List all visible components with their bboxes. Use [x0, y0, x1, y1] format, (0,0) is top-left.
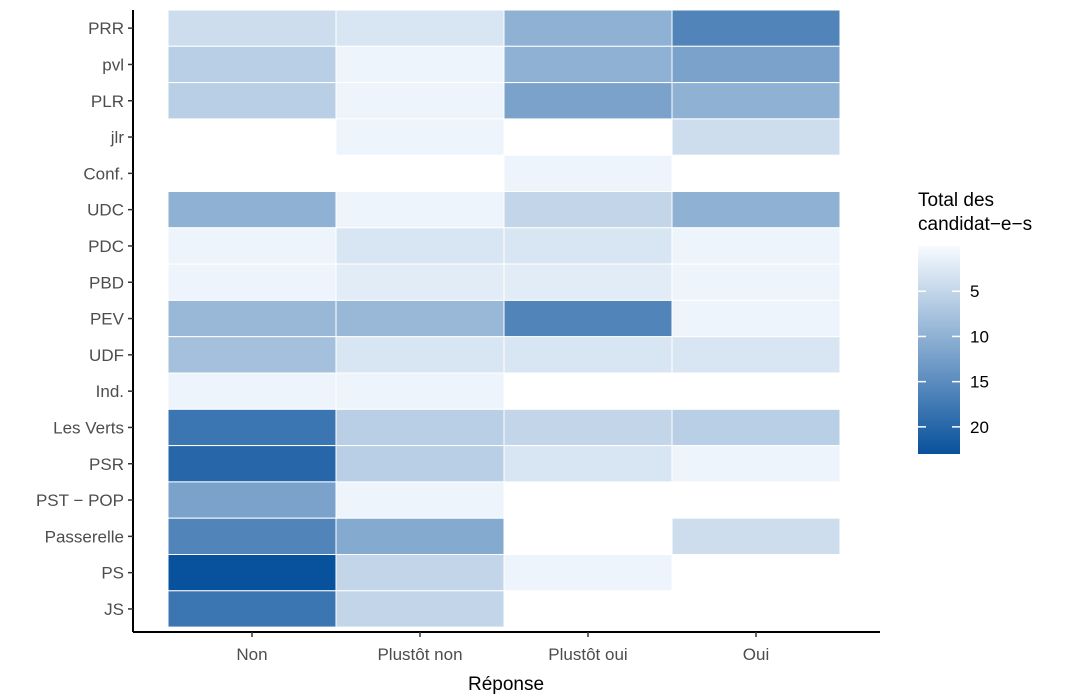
x-ticks: Non Plustôt non Plustôt oui Oui [236, 632, 769, 664]
y-tick-label: Passerelle [45, 527, 124, 546]
y-tick-label: PST − POP [36, 491, 124, 510]
heatmap-cell [503, 408, 673, 447]
heatmap-cell [335, 517, 505, 556]
y-tick-label: pvl [102, 55, 124, 74]
heatmap-cell [503, 227, 673, 265]
heatmap-cell [335, 227, 505, 265]
legend-title: Total des [918, 190, 994, 211]
heatmap-cell [167, 372, 337, 410]
y-tick-label: PRR [88, 19, 124, 38]
heatmap-cell [671, 263, 841, 301]
y-tick-label: PS [101, 564, 124, 583]
heatmap-cell [167, 299, 337, 338]
legend-colorbar [918, 246, 960, 454]
heatmap-cell [335, 118, 505, 156]
heatmap-cell [167, 191, 337, 229]
heatmap-cell [671, 517, 841, 556]
heatmap-cell [335, 263, 505, 301]
heatmap-cell [167, 554, 337, 592]
heatmap-cell [671, 118, 841, 156]
heatmap-cells [167, 9, 841, 628]
legend-label: 15 [970, 373, 989, 392]
y-tick-label: jlr [110, 128, 125, 147]
y-tick-label: JS [104, 600, 124, 619]
heatmap-cell [335, 9, 505, 47]
x-tick-label: Plustôt non [377, 645, 462, 664]
y-tick-label: PDC [88, 237, 124, 256]
x-tick-label: Plustôt oui [548, 645, 627, 664]
legend-label: 20 [970, 418, 989, 437]
heatmap-cell [167, 336, 337, 374]
heatmap-cell [503, 45, 673, 84]
y-tick-label: Conf. [83, 164, 124, 183]
heatmap-cell [671, 227, 841, 265]
heatmap-cell [335, 408, 505, 447]
y-tick-label: PLR [91, 92, 124, 111]
x-tick-label: Non [236, 645, 267, 664]
heatmap-cell [167, 481, 337, 519]
heatmap-cell [335, 45, 505, 84]
y-tick-label: UDC [87, 201, 124, 220]
heatmap-cell [167, 517, 337, 556]
heatmap-cell [167, 408, 337, 447]
heatmap-cell [503, 336, 673, 374]
heatmap-cell [167, 590, 337, 628]
heatmap-cell [671, 9, 841, 47]
heatmap-cell [671, 191, 841, 229]
heatmap-cell [335, 445, 505, 483]
heatmap-cell [671, 299, 841, 338]
y-tick-label: UDF [89, 346, 124, 365]
heatmap-cell [335, 481, 505, 519]
heatmap-cell [335, 554, 505, 592]
y-tick-label: PEV [90, 310, 125, 329]
heatmap-cell [335, 191, 505, 229]
heatmap-cell [671, 45, 841, 84]
heatmap-cell [167, 263, 337, 301]
y-tick-label: Les Verts [53, 418, 124, 437]
heatmap-cell [335, 82, 505, 120]
heatmap-cell [503, 82, 673, 120]
heatmap-cell [671, 408, 841, 447]
heatmap-cell [503, 445, 673, 483]
y-tick-label: Ind. [96, 382, 124, 401]
heatmap-cell [167, 227, 337, 265]
color-legend: Total des candidat−e−s 5 10 15 20 [918, 190, 1032, 454]
heatmap-cell [335, 336, 505, 374]
y-tick-label: PBD [89, 273, 124, 292]
heatmap-cell [167, 82, 337, 120]
heatmap-cell [335, 299, 505, 338]
y-tick-label: PSR [89, 455, 124, 474]
heatmap-cell [671, 336, 841, 374]
legend-label: 10 [970, 327, 989, 346]
heatmap-cell [167, 45, 337, 84]
heatmap-cell [167, 445, 337, 483]
heatmap-cell [671, 82, 841, 120]
heatmap-cell [671, 445, 841, 483]
heatmap-cell [503, 299, 673, 338]
x-axis-title: Réponse [468, 674, 544, 695]
heatmap-cell [335, 372, 505, 410]
y-ticks: PRR pvl PLR jlr Conf. UDC PDC PBD PEV UDF Ind. Les … [36, 19, 133, 619]
heatmap-cell [503, 554, 673, 592]
heatmap-cell [503, 191, 673, 229]
heatmap-cell [503, 154, 673, 192]
heatmap-cell [503, 263, 673, 301]
heatmap-cell [167, 9, 337, 47]
legend-label: 5 [970, 282, 979, 301]
heatmap-cell [335, 590, 505, 628]
x-tick-label: Oui [743, 645, 769, 664]
heatmap-cell [503, 9, 673, 47]
legend-title: candidat−e−s [918, 214, 1032, 235]
